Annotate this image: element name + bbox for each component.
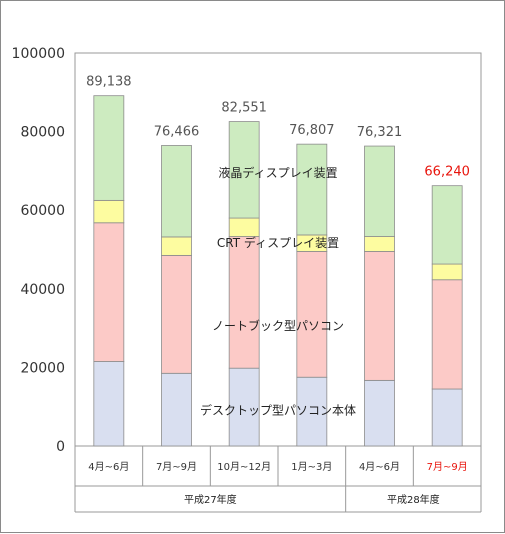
y-tick-label: 60000 [20, 203, 65, 219]
total-labels: 89,138 76,466 82,551 76,807 76,321 66,240 [86, 75, 470, 180]
bar-segment [161, 254, 192, 374]
bar-segment [228, 217, 260, 237]
y-tick-label: 20000 [20, 360, 65, 376]
series-label: 液晶ディスプレイ装置 [218, 165, 337, 180]
series-label: ノートブック型パソコン [212, 318, 344, 333]
bar-segment [228, 121, 260, 219]
plot-area [74, 52, 482, 447]
group-label: 平成28年度 [387, 493, 440, 506]
bar-segment [364, 145, 395, 237]
total-label: 76,321 [357, 125, 403, 140]
series-label: CRT ディスプレイ装置 [217, 235, 339, 250]
bar-segment [364, 236, 395, 252]
bar-segment [364, 379, 395, 447]
bar-segment [431, 388, 463, 447]
bar-segment [228, 367, 260, 447]
x-tick-label: 7月~9月 [427, 461, 468, 473]
bar-segment [161, 145, 192, 238]
bars-group [93, 95, 463, 447]
x-tick-label: 10月~12月 [217, 461, 271, 473]
group-label: 平成27年度 [184, 493, 237, 506]
bar-segment [364, 251, 395, 381]
total-label: 89,138 [86, 75, 132, 90]
bar-segment [93, 199, 125, 224]
x-tick-label: 7月~9月 [156, 461, 197, 473]
bar-segment [431, 185, 463, 265]
series-label: デスクトップ型パソコン本体 [200, 403, 356, 418]
x-tick-label: 1月~3月 [291, 461, 332, 473]
bar-segment [93, 361, 125, 447]
bar-segment [296, 251, 328, 378]
y-tick-label: 40000 [20, 282, 65, 298]
y-tick-label: 100000 [12, 46, 65, 62]
x-tick-label: 4月~6月 [359, 461, 400, 473]
bar-segment [228, 236, 260, 369]
bar-segment [161, 372, 192, 447]
bar-segment [296, 143, 328, 236]
total-label: 66,240 [424, 165, 470, 180]
bar-segment [431, 263, 463, 281]
total-label: 76,807 [289, 123, 335, 138]
y-tick-label: 0 [56, 439, 65, 455]
bar-segment [93, 95, 125, 201]
y-tick-label: 80000 [20, 125, 65, 141]
bar-segment [93, 222, 125, 362]
y-axis: 0 20000 40000 60000 80000 100000 [12, 46, 65, 455]
x-tick-label: 4月~6月 [88, 461, 129, 473]
bar-segment [431, 279, 463, 390]
bar-segment [161, 236, 192, 256]
total-label: 82,551 [221, 101, 267, 116]
total-label: 76,466 [154, 124, 200, 139]
